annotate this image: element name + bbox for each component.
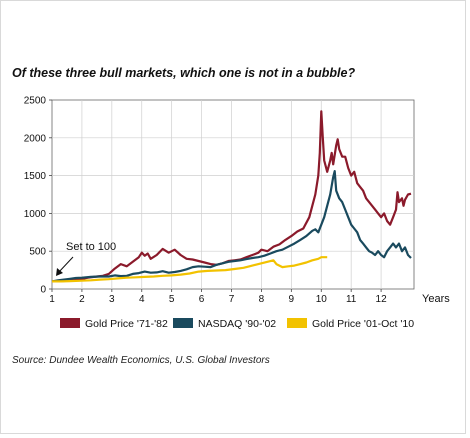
series-line-3: [52, 256, 328, 283]
y-tick-label: 2000: [24, 133, 47, 144]
legend: Gold Price '71-'82 NASDAQ '90-'02 Gold Pri…: [60, 318, 414, 330]
legend-swatch-2: [173, 318, 193, 328]
x-tick-label: 9: [289, 294, 295, 305]
x-tick-label: 11: [346, 294, 357, 305]
annotation: Set to 100: [56, 241, 116, 276]
x-tick-label: 3: [109, 294, 115, 305]
x-tick-label: 12: [376, 294, 388, 305]
x-tick-label: 6: [199, 294, 205, 305]
legend-label-3: Gold Price '01-Oct '10: [312, 318, 414, 330]
x-tick-label: 2: [79, 294, 85, 305]
y-axis-ticks: 0 500 1000 1500 2000 2500: [24, 96, 52, 296]
x-tick-label: 7: [229, 294, 235, 305]
y-tick-label: 2500: [24, 96, 47, 107]
annotation-arrow-line: [57, 256, 74, 274]
chart-title: Of these three bull markets, which one i…: [12, 66, 356, 80]
source-note: Source: Dundee Wealth Economics, U.S. Gl…: [12, 355, 270, 366]
plot-area: [51, 99, 415, 290]
x-tick-label: 1: [49, 294, 55, 305]
y-tick-label: 500: [29, 247, 46, 258]
y-tick-label: 1500: [24, 171, 47, 182]
x-tick-label: 4: [139, 294, 145, 305]
x-axis-ticks: 1 2 3 4 5 6 7 8 9 10 11 12: [49, 289, 387, 305]
x-tick-label: 10: [316, 294, 328, 305]
y-tick-label: 1000: [24, 209, 47, 220]
legend-label-2: NASDAQ '90-'02: [198, 318, 276, 330]
x-axis-label: Years: [422, 293, 450, 305]
series-line-2: [51, 170, 412, 283]
series-line-1: [51, 110, 412, 283]
legend-label-1: Gold Price '71-'82: [85, 318, 168, 330]
legend-swatch-1: [60, 318, 80, 328]
x-tick-label: 8: [259, 294, 265, 305]
annotation-arrowhead: [56, 268, 63, 276]
y-tick-label: 0: [40, 285, 46, 296]
x-tick-label: 5: [169, 294, 175, 305]
series-lines: [51, 110, 412, 283]
annotation-label: Set to 100: [66, 241, 116, 253]
legend-swatch-3: [287, 318, 307, 328]
